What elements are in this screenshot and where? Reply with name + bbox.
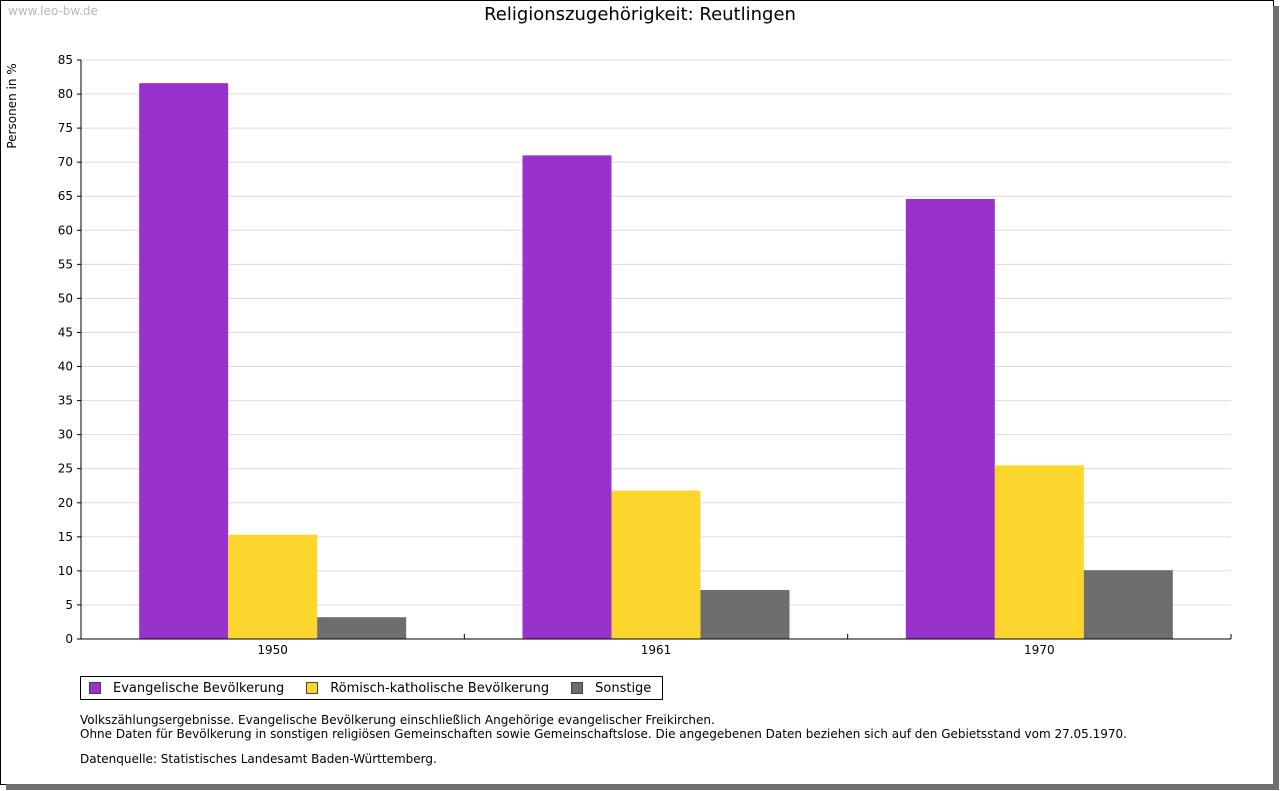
note-line: Volkszählungsergebnisse. Evangelische Be… bbox=[80, 713, 715, 727]
bar-evangelische-1950 bbox=[139, 83, 229, 639]
y-tick-label: 50 bbox=[58, 291, 73, 305]
x-tick-label: 1970 bbox=[1024, 643, 1055, 657]
bar-römisch-katholische-1970 bbox=[994, 465, 1084, 639]
legend-label-evangelisch: Evangelische Bevölkerung bbox=[113, 680, 285, 696]
y-tick-label: 40 bbox=[58, 360, 73, 374]
bars bbox=[139, 83, 1173, 640]
frame-shadow-right bbox=[1273, 6, 1279, 789]
y-tick-label: 30 bbox=[58, 428, 73, 442]
bar-römisch-katholische-1961 bbox=[611, 490, 701, 639]
y-tick-label: 45 bbox=[58, 325, 73, 339]
y-tick-label: 0 bbox=[65, 632, 73, 646]
x-tick-label: 1950 bbox=[257, 643, 288, 657]
frame-shadow-bottom bbox=[6, 784, 1279, 790]
y-tick-label: 60 bbox=[58, 223, 73, 237]
legend-item-evangelisch: Evangelische Bevölkerung bbox=[89, 681, 284, 696]
y-tick-label: 25 bbox=[58, 462, 73, 476]
y-tick-label: 75 bbox=[58, 121, 73, 135]
y-tick-label: 35 bbox=[58, 394, 73, 408]
chart-title: Religionszugehörigkeit: Reutlingen bbox=[484, 4, 796, 25]
y-tick-label: 65 bbox=[58, 189, 73, 203]
y-axis-title: Personen in % bbox=[5, 63, 19, 148]
legend-swatch-katholisch bbox=[306, 682, 319, 694]
legend-item-katholisch: Römisch-katholische Bevölkerung bbox=[306, 681, 549, 696]
legend: Evangelische Bevölkerung Römisch-katholi… bbox=[80, 676, 664, 700]
y-tick-label: 10 bbox=[58, 564, 73, 578]
y-tick-label: 20 bbox=[58, 496, 73, 510]
y-tick-label: 70 bbox=[58, 155, 73, 169]
legend-swatch-evangelisch bbox=[89, 682, 101, 694]
y-tick-label: 85 bbox=[58, 53, 73, 67]
y-tick-label: 80 bbox=[58, 87, 73, 101]
bar-sonstige-1950 bbox=[317, 617, 407, 639]
watermark: www.leo-bw.de bbox=[8, 4, 98, 18]
legend-item-sonstige: Sonstige bbox=[571, 681, 651, 696]
bar-evangelische-1961 bbox=[522, 155, 612, 640]
x-tick-label: 1961 bbox=[641, 643, 672, 657]
axes: 0 5 10 15 20 25 30 35 40 45 50 55 60 65 70 75 80 85 1950 19… bbox=[58, 53, 1232, 657]
y-tick-label: 15 bbox=[58, 530, 73, 544]
legend-label-katholisch: Römisch-katholische Bevölkerung bbox=[330, 680, 550, 696]
bar-sonstige-1970 bbox=[1083, 570, 1173, 639]
bar-römisch-katholische-1950 bbox=[228, 534, 318, 639]
y-tick-label: 55 bbox=[58, 257, 73, 271]
note-line: Ohne Daten für Bevölkerung in sonstigen … bbox=[80, 727, 1127, 741]
legend-swatch-sonstige bbox=[571, 682, 584, 694]
data-source: Datenquelle: Statistisches Landesamt Bad… bbox=[80, 752, 437, 766]
y-tick-label: 5 bbox=[65, 598, 73, 612]
bar-evangelische-1970 bbox=[905, 198, 995, 639]
legend-label-sonstige: Sonstige bbox=[595, 680, 652, 696]
bar-sonstige-1961 bbox=[700, 589, 790, 639]
chart-notes: Volkszählungsergebnisse. Evangelische Be… bbox=[80, 713, 1127, 741]
